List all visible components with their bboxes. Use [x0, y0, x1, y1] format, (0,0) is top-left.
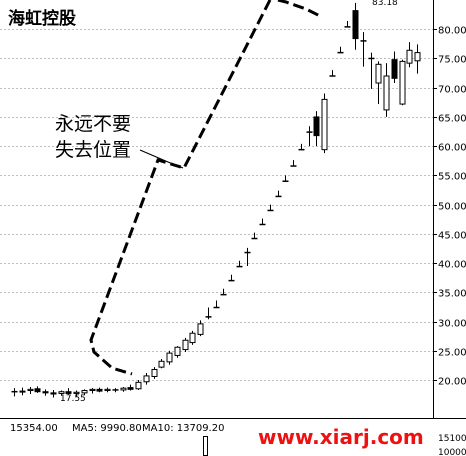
- annotation-line-1: 永远不要: [55, 113, 131, 135]
- y-tick-label: 60.00: [438, 143, 466, 154]
- candle-down: [42, 391, 49, 394]
- candle-up: [197, 323, 204, 335]
- volume-ma10: MA10: 13709.20: [142, 423, 224, 434]
- y-tick-label: 20.00: [438, 377, 466, 388]
- candle-up: [120, 387, 127, 391]
- candle-up: [19, 390, 26, 393]
- annotation-line-2: 失去位置: [55, 139, 131, 161]
- y-tick-label: 35.00: [438, 289, 466, 300]
- candle-up: [182, 339, 189, 351]
- candle-down: [65, 391, 72, 394]
- candle-up: [58, 391, 65, 394]
- candle-up: [399, 60, 406, 105]
- candle-up: [81, 390, 88, 394]
- candle-up: [151, 368, 158, 377]
- y-tick-label: 30.00: [438, 319, 466, 330]
- candle-up: [189, 332, 196, 344]
- high-price-label: 83.18: [372, 0, 398, 8]
- candle-down: [313, 116, 320, 137]
- candle-up: [104, 388, 111, 392]
- volume-tick-bottom: 10000: [438, 448, 466, 456]
- price-axis: 80.00 75.00 70.00 65.00 60.00 55.00 50.00 45.00…: [433, 26, 466, 388]
- annotation-pointer: [139, 149, 184, 169]
- volume-ma5: MA5: 9990.80: [72, 423, 142, 434]
- y-tick-label: 70.00: [438, 85, 466, 96]
- volume-tick-top: 15100: [438, 434, 466, 444]
- candle-up: [174, 346, 181, 356]
- candle-up: [135, 381, 142, 390]
- candle-down: [352, 10, 359, 40]
- y-tick-label: 80.00: [438, 26, 466, 37]
- watermark-text: www.xiarj.com: [258, 425, 424, 449]
- y-tick-label: 75.00: [438, 55, 466, 66]
- candle-up: [158, 360, 165, 368]
- volume-value: 15354.00: [10, 423, 58, 434]
- candle-down: [34, 388, 41, 393]
- candle-up: [89, 388, 96, 392]
- candle-up: [143, 375, 150, 383]
- y-tick-label: 65.00: [438, 114, 466, 125]
- candle-down: [50, 392, 57, 395]
- candles: [11, 2, 421, 398]
- candle-up: [27, 388, 34, 392]
- candle-up: [321, 98, 328, 151]
- y-tick-label: 55.00: [438, 172, 466, 183]
- candle-up: [406, 49, 413, 64]
- low-price-label: 17.55: [60, 394, 86, 404]
- y-tick-label: 50.00: [438, 202, 466, 213]
- candle-down: [127, 387, 134, 390]
- candle-up: [375, 63, 382, 84]
- candle-down: [96, 388, 103, 392]
- candle-up: [383, 75, 390, 111]
- candle-down: [391, 59, 398, 79]
- candle-up: [73, 391, 80, 394]
- dashed-position-outline: [89, 0, 321, 376]
- chart-title: 海虹控股: [8, 8, 76, 29]
- y-tick-label: 25.00: [438, 348, 466, 359]
- candle-up: [414, 52, 421, 62]
- y-tick-label: 45.00: [438, 231, 466, 242]
- candle-up: [166, 352, 173, 363]
- volume-bar: [203, 436, 208, 456]
- y-tick-label: 40.00: [438, 260, 466, 271]
- gridlines: [0, 29, 433, 381]
